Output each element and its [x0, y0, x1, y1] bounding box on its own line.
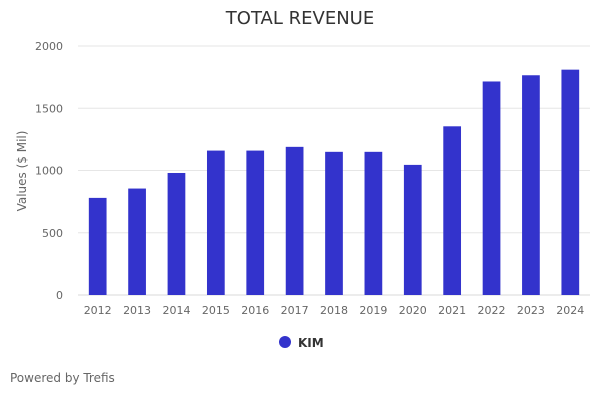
- y-axis: 0 500 1000 1500 2000: [35, 40, 63, 302]
- x-tick-label-2021: 2021: [438, 304, 466, 317]
- bar-2019[interactable]: [364, 151, 383, 295]
- bar-2018[interactable]: [325, 151, 343, 295]
- bar-2021[interactable]: [443, 126, 462, 296]
- legend[interactable]: KIM: [279, 336, 324, 350]
- legend-marker-kim[interactable]: [279, 336, 291, 348]
- y-tick-label-0: 0: [56, 289, 63, 302]
- bar-2022[interactable]: [482, 81, 501, 295]
- x-tick-label-2013: 2013: [123, 304, 151, 317]
- bar-2017[interactable]: [285, 146, 304, 295]
- bar-2020[interactable]: [403, 164, 422, 295]
- bar-series-kim: [88, 69, 580, 296]
- y-axis-label: Values ($ Mil): [15, 131, 29, 212]
- y-tick-label-500: 500: [42, 227, 63, 240]
- bar-2015[interactable]: [206, 150, 225, 295]
- bar-2023[interactable]: [522, 75, 540, 295]
- y-tick-label-2000: 2000: [35, 40, 63, 53]
- x-tick-label-2016: 2016: [241, 304, 269, 317]
- bar-2012[interactable]: [88, 197, 107, 295]
- chart-title: TOTAL REVENUE: [225, 8, 374, 29]
- x-tick-label-2023: 2023: [517, 304, 545, 317]
- x-tick-label-2024: 2024: [556, 304, 584, 317]
- y-tick-label-1000: 1000: [35, 165, 63, 178]
- x-tick-label-2015: 2015: [202, 304, 230, 317]
- legend-label-kim[interactable]: KIM: [298, 336, 324, 350]
- x-tick-label-2022: 2022: [478, 304, 506, 317]
- bar-2024[interactable]: [561, 69, 580, 295]
- bar-2014[interactable]: [167, 172, 186, 295]
- x-tick-label-2017: 2017: [281, 304, 309, 317]
- bar-2013[interactable]: [128, 188, 146, 295]
- x-tick-label-2019: 2019: [359, 304, 387, 317]
- x-tick-label-2020: 2020: [399, 304, 427, 317]
- bar-2016[interactable]: [246, 150, 265, 295]
- x-tick-label-2018: 2018: [320, 304, 348, 317]
- x-tick-label-2014: 2014: [162, 304, 190, 317]
- x-axis: 2012 2013 2014 2015 2016 2017 2018 2019 2020 2021…: [84, 304, 585, 317]
- y-tick-label-1500: 1500: [35, 102, 63, 115]
- trefis-credits[interactable]: Powered by Trefis: [10, 371, 115, 385]
- x-tick-label-2012: 2012: [84, 304, 112, 317]
